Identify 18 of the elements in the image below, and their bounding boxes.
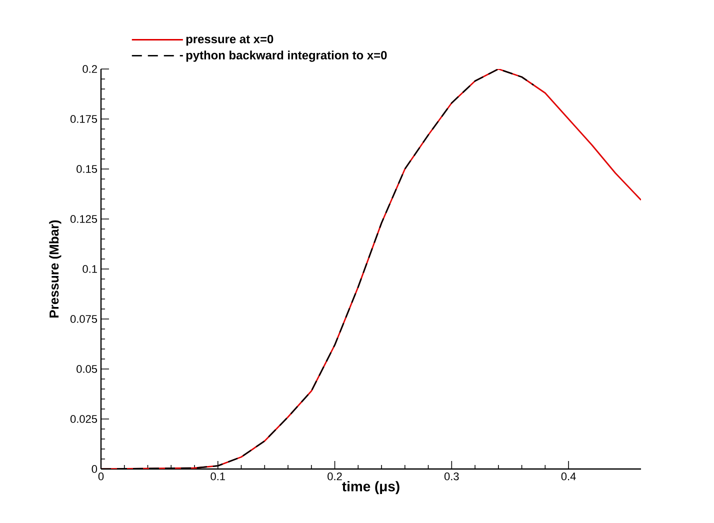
x-axis-title: time (μs) bbox=[342, 481, 400, 494]
y-tick-label: 0.175 bbox=[70, 115, 98, 123]
y-tick-label: 0.075 bbox=[70, 315, 98, 323]
legend-label: pressure at x=0 bbox=[186, 34, 274, 46]
y-tick-label: 0 bbox=[92, 465, 98, 473]
y-tick-label: 0.025 bbox=[70, 415, 98, 423]
y-tick-label: 0.2 bbox=[82, 65, 97, 73]
y-tick-label: 0.1 bbox=[82, 265, 97, 273]
x-tick-label: 0.3 bbox=[444, 472, 459, 480]
x-tick-label: 0 bbox=[98, 472, 104, 480]
y-tick-label: 0.15 bbox=[76, 165, 98, 173]
y-axis-title: Pressure (Mbar) bbox=[49, 220, 62, 318]
x-tick-label: 0.4 bbox=[561, 472, 576, 480]
x-tick-label: 0.1 bbox=[210, 472, 225, 480]
x-tick-label: 0.2 bbox=[328, 472, 342, 480]
y-tick-label: 0.05 bbox=[76, 365, 98, 373]
legend-label: python backward integration to x=0 bbox=[186, 50, 387, 62]
y-tick-label: 0.125 bbox=[70, 215, 98, 223]
